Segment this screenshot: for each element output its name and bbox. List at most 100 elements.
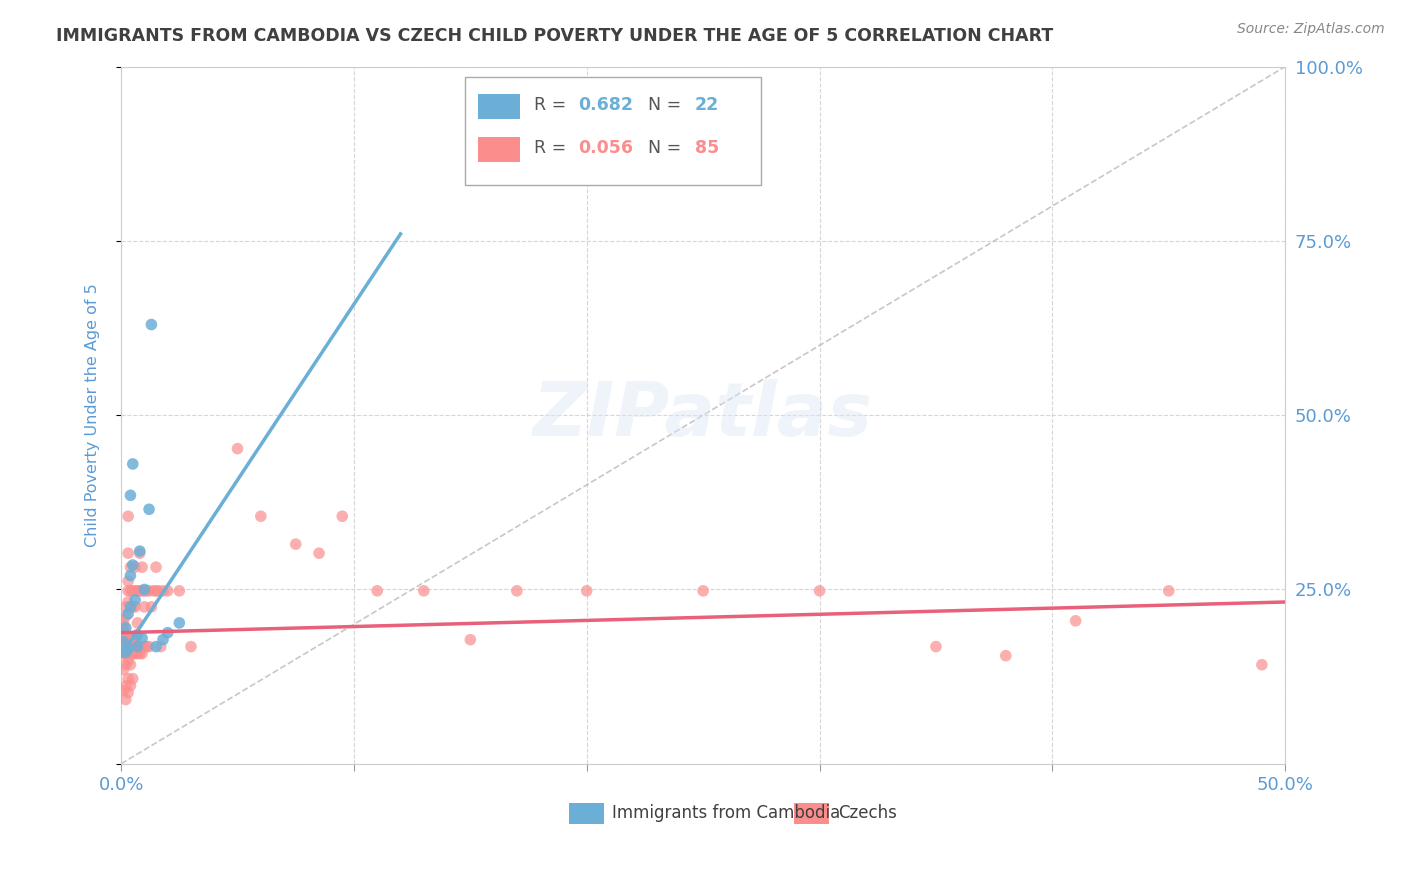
- Point: [112, 614, 135, 628]
- Point: [112, 663, 135, 677]
- Point: [131, 647, 153, 661]
- Point: [134, 599, 156, 614]
- Point: [117, 509, 139, 524]
- Point: [114, 692, 136, 706]
- Text: ZIPatlas: ZIPatlas: [533, 379, 873, 451]
- Point: [131, 632, 153, 646]
- Point: [114, 632, 136, 647]
- Point: [124, 647, 146, 661]
- Point: [131, 560, 153, 574]
- Point: [135, 640, 157, 654]
- Point: [117, 672, 139, 686]
- Text: Source: ZipAtlas.com: Source: ZipAtlas.com: [1237, 22, 1385, 37]
- Point: [114, 630, 136, 644]
- Point: [117, 595, 139, 609]
- Point: [114, 647, 136, 661]
- Point: [141, 599, 163, 614]
- Point: [124, 599, 146, 614]
- Point: [128, 544, 150, 558]
- Point: [127, 640, 149, 654]
- Point: [250, 509, 273, 524]
- Point: [145, 640, 167, 654]
- Point: [308, 546, 330, 560]
- Point: [128, 583, 150, 598]
- Point: [127, 647, 149, 661]
- Point: [127, 628, 149, 642]
- Point: [114, 645, 136, 659]
- Point: [169, 583, 191, 598]
- Point: [1064, 614, 1087, 628]
- Point: [226, 442, 249, 456]
- Point: [120, 583, 142, 598]
- FancyBboxPatch shape: [478, 94, 520, 119]
- Point: [120, 560, 142, 574]
- Point: [121, 558, 143, 572]
- Point: [145, 583, 167, 598]
- Point: [135, 583, 157, 598]
- Point: [112, 634, 135, 648]
- Point: [142, 583, 165, 598]
- Point: [117, 546, 139, 560]
- Point: [138, 583, 160, 598]
- Text: N =: N =: [637, 139, 686, 157]
- Point: [117, 640, 139, 654]
- Point: [152, 583, 174, 598]
- Point: [575, 583, 598, 598]
- Point: [117, 685, 139, 699]
- Point: [120, 640, 142, 654]
- Text: 0.682: 0.682: [579, 96, 634, 114]
- Point: [120, 657, 142, 672]
- Point: [120, 599, 142, 614]
- Point: [120, 599, 142, 614]
- Point: [112, 632, 135, 647]
- Point: [124, 560, 146, 574]
- Point: [169, 615, 191, 630]
- Point: [145, 560, 167, 574]
- Point: [120, 568, 142, 582]
- Point: [128, 647, 150, 661]
- Point: [112, 640, 135, 654]
- Point: [138, 640, 160, 654]
- FancyBboxPatch shape: [569, 804, 605, 824]
- Y-axis label: Child Poverty Under the Age of 5: Child Poverty Under the Age of 5: [86, 284, 100, 547]
- Point: [925, 640, 948, 654]
- Point: [138, 502, 160, 516]
- Point: [117, 583, 139, 598]
- Point: [121, 457, 143, 471]
- Point: [112, 625, 135, 640]
- Point: [121, 647, 143, 661]
- Point: [117, 574, 139, 588]
- Point: [121, 672, 143, 686]
- Point: [506, 583, 529, 598]
- Point: [112, 683, 135, 698]
- Point: [121, 583, 143, 598]
- Point: [156, 625, 179, 640]
- Text: R =: R =: [534, 139, 572, 157]
- Point: [120, 647, 142, 661]
- Text: Czechs: Czechs: [838, 804, 897, 822]
- FancyBboxPatch shape: [478, 137, 520, 162]
- Point: [121, 599, 143, 614]
- Point: [141, 318, 163, 332]
- Text: 22: 22: [695, 96, 720, 114]
- Point: [114, 599, 136, 614]
- Point: [121, 632, 143, 647]
- Point: [124, 632, 146, 647]
- Point: [366, 583, 388, 598]
- Point: [114, 609, 136, 624]
- Point: [148, 583, 170, 598]
- Point: [149, 640, 172, 654]
- Point: [120, 632, 142, 647]
- Text: Immigrants from Cambodia: Immigrants from Cambodia: [613, 804, 841, 822]
- Point: [1250, 657, 1272, 672]
- Point: [127, 640, 149, 654]
- Point: [128, 546, 150, 560]
- Point: [120, 679, 142, 693]
- Point: [124, 593, 146, 607]
- Point: [117, 641, 139, 656]
- Point: [134, 640, 156, 654]
- Point: [121, 640, 143, 654]
- Point: [152, 632, 174, 647]
- FancyBboxPatch shape: [794, 804, 830, 824]
- Point: [117, 637, 139, 651]
